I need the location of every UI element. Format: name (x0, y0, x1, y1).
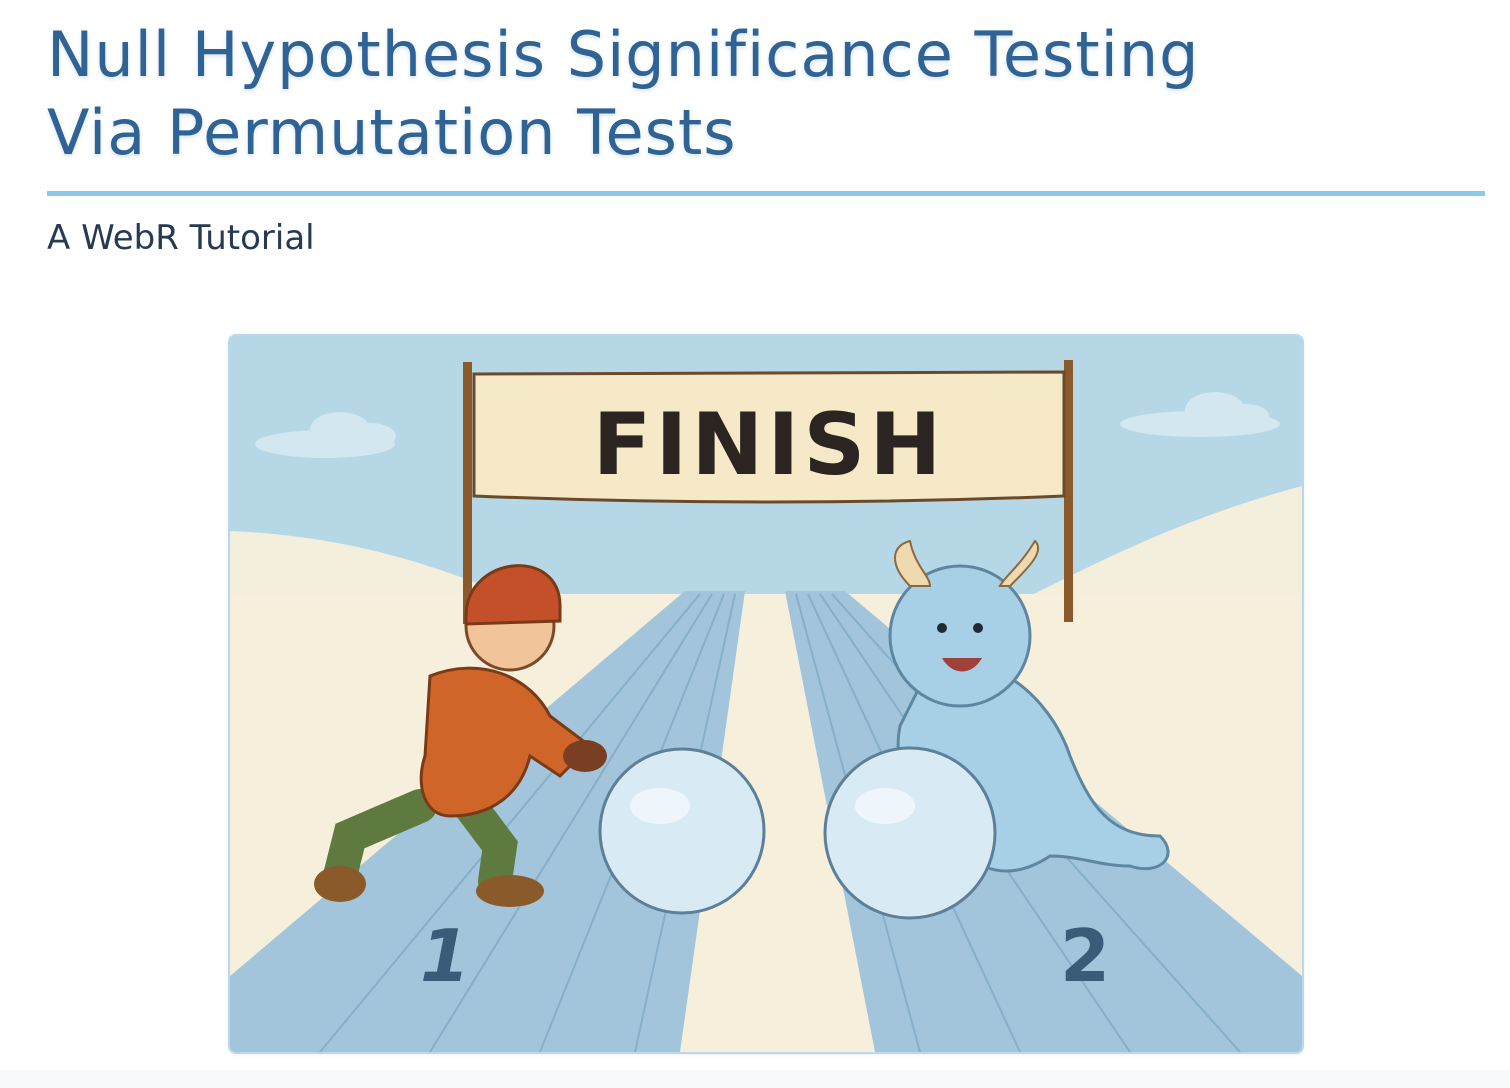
page-subtitle: A WebR Tutorial (47, 218, 315, 258)
finish-banner (472, 370, 1066, 504)
banner-pole-left (463, 362, 472, 624)
title-divider (47, 191, 1485, 196)
boy-leg-front (453, 789, 518, 898)
snowball-2 (823, 746, 997, 920)
lane-2-number: 2 (1060, 914, 1110, 998)
boy-jacket (419, 666, 593, 818)
yeti-horn-right (998, 539, 1040, 587)
footer-band (0, 1070, 1510, 1088)
cloud-right (1120, 392, 1280, 437)
boy-boot-back (314, 866, 366, 902)
banner-pole-right (1064, 360, 1073, 622)
yeti-eye-right (973, 623, 983, 633)
hero-illustration: FINISH 1 2 (228, 334, 1304, 1054)
yeti-horn-left (894, 539, 932, 587)
title-block: Null Hypothesis Significance Testing Via… (47, 16, 1485, 172)
page-title-line-1: Null Hypothesis Significance Testing (47, 18, 1200, 91)
snowball-1-highlight (630, 788, 690, 824)
yeti-head (888, 564, 1032, 708)
boy-character (314, 564, 607, 907)
snowball-1 (598, 747, 766, 915)
yeti-eye-left (937, 623, 947, 633)
page-title-line-2: Via Permutation Tests (47, 96, 737, 169)
snowball-2-highlight (855, 788, 915, 824)
snowball-race-illustration: FINISH 1 2 (230, 336, 1302, 1052)
lane-1-number: 1 (420, 914, 470, 998)
finish-banner-text: FINISH (593, 395, 946, 495)
boy-leg-back (323, 789, 437, 893)
boy-boot-front (476, 875, 544, 907)
boy-hat (464, 564, 562, 626)
cloud-left (255, 412, 396, 458)
page-title: Null Hypothesis Significance Testing Via… (47, 16, 1485, 172)
yeti-mouth (942, 658, 982, 672)
boy-glove (563, 740, 607, 772)
